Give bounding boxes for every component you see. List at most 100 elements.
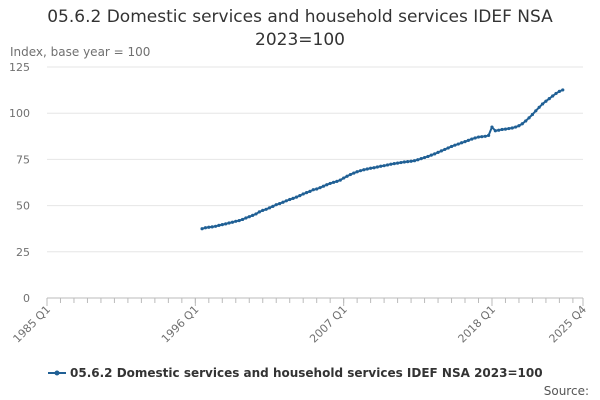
data-point[interactable]	[301, 192, 305, 196]
data-point[interactable]	[524, 119, 528, 123]
data-point[interactable]	[402, 160, 406, 164]
data-point[interactable]	[557, 89, 562, 93]
data-point[interactable]	[385, 163, 390, 167]
data-point[interactable]	[338, 178, 342, 182]
data-point[interactable]	[227, 221, 231, 225]
data-point[interactable]	[507, 126, 511, 131]
data-point[interactable]	[271, 204, 275, 208]
data-point[interactable]	[490, 125, 494, 129]
data-point[interactable]	[358, 169, 363, 173]
data-point[interactable]	[453, 143, 457, 147]
data-point[interactable]	[540, 102, 545, 106]
data-point[interactable]	[365, 167, 369, 171]
data-point[interactable]	[274, 203, 278, 207]
data-point[interactable]	[409, 159, 413, 163]
data-point[interactable]	[446, 146, 450, 150]
legend[interactable]: 05.6.2 Domestic services and household s…	[48, 366, 543, 380]
data-point[interactable]	[345, 174, 349, 178]
data-point[interactable]	[200, 227, 204, 231]
data-point[interactable]	[264, 207, 268, 211]
data-point[interactable]	[487, 133, 491, 137]
data-point[interactable]	[436, 150, 440, 154]
data-point[interactable]	[429, 153, 433, 157]
data-point[interactable]	[335, 179, 339, 183]
data-point[interactable]	[220, 223, 224, 227]
data-point[interactable]	[254, 212, 258, 216]
data-point[interactable]	[517, 124, 521, 128]
data-point[interactable]	[422, 155, 427, 160]
data-point[interactable]	[342, 176, 346, 180]
data-point[interactable]	[483, 134, 487, 138]
data-point[interactable]	[278, 201, 282, 206]
data-point[interactable]	[382, 164, 386, 168]
data-point[interactable]	[257, 210, 261, 214]
data-point[interactable]	[311, 188, 315, 192]
data-point[interactable]	[439, 149, 444, 153]
data-point[interactable]	[288, 197, 292, 202]
data-point[interactable]	[547, 97, 551, 101]
data-point[interactable]	[261, 208, 265, 212]
data-point[interactable]	[426, 154, 430, 159]
data-point[interactable]	[362, 168, 366, 172]
data-point[interactable]	[527, 116, 531, 120]
data-point[interactable]	[321, 184, 326, 188]
data-point[interactable]	[460, 141, 464, 145]
data-point[interactable]	[308, 189, 312, 193]
data-point[interactable]	[251, 213, 255, 217]
data-point[interactable]	[466, 138, 470, 142]
data-point[interactable]	[406, 160, 410, 164]
data-point[interactable]	[503, 127, 508, 131]
data-point[interactable]	[203, 226, 208, 230]
data-point[interactable]	[281, 200, 285, 204]
data-point[interactable]	[213, 224, 218, 228]
data-point[interactable]	[551, 94, 555, 98]
data-point[interactable]	[392, 162, 396, 166]
data-point[interactable]	[473, 136, 477, 140]
data-point[interactable]	[561, 88, 565, 92]
data-point[interactable]	[470, 137, 474, 141]
data-point[interactable]	[389, 162, 393, 166]
data-point[interactable]	[315, 187, 319, 191]
data-point[interactable]	[210, 225, 214, 229]
data-point[interactable]	[352, 171, 356, 175]
data-point[interactable]	[416, 158, 420, 162]
data-point[interactable]	[379, 164, 383, 168]
data-point[interactable]	[520, 122, 524, 126]
data-point[interactable]	[294, 195, 299, 199]
data-point[interactable]	[267, 206, 272, 210]
data-point[interactable]	[463, 140, 467, 144]
data-point[interactable]	[554, 91, 558, 96]
data-point[interactable]	[443, 147, 447, 152]
data-point[interactable]	[318, 186, 322, 190]
data-point[interactable]	[530, 112, 535, 117]
data-point[interactable]	[412, 159, 417, 163]
data-point[interactable]	[500, 127, 504, 132]
data-point[interactable]	[510, 126, 514, 130]
data-point[interactable]	[375, 165, 379, 169]
data-point[interactable]	[534, 109, 538, 113]
data-point[interactable]	[284, 199, 288, 203]
data-point[interactable]	[240, 217, 245, 222]
data-point[interactable]	[348, 172, 352, 177]
data-point[interactable]	[476, 135, 481, 139]
data-point[interactable]	[237, 218, 241, 223]
data-point[interactable]	[247, 215, 251, 219]
data-point[interactable]	[298, 194, 302, 198]
data-point[interactable]	[325, 183, 329, 187]
data-point[interactable]	[331, 180, 336, 184]
data-point[interactable]	[493, 129, 497, 133]
data-point[interactable]	[304, 191, 309, 195]
data-point[interactable]	[224, 222, 228, 226]
data-point[interactable]	[244, 216, 248, 220]
data-point[interactable]	[234, 219, 238, 223]
data-point[interactable]	[433, 152, 437, 156]
data-point[interactable]	[537, 105, 541, 109]
data-point[interactable]	[207, 225, 211, 229]
data-point[interactable]	[355, 170, 359, 174]
data-point[interactable]	[513, 125, 518, 129]
data-point[interactable]	[497, 128, 501, 132]
data-point[interactable]	[395, 161, 400, 165]
data-point[interactable]	[419, 157, 423, 161]
data-point[interactable]	[456, 142, 460, 146]
data-point[interactable]	[399, 160, 403, 165]
